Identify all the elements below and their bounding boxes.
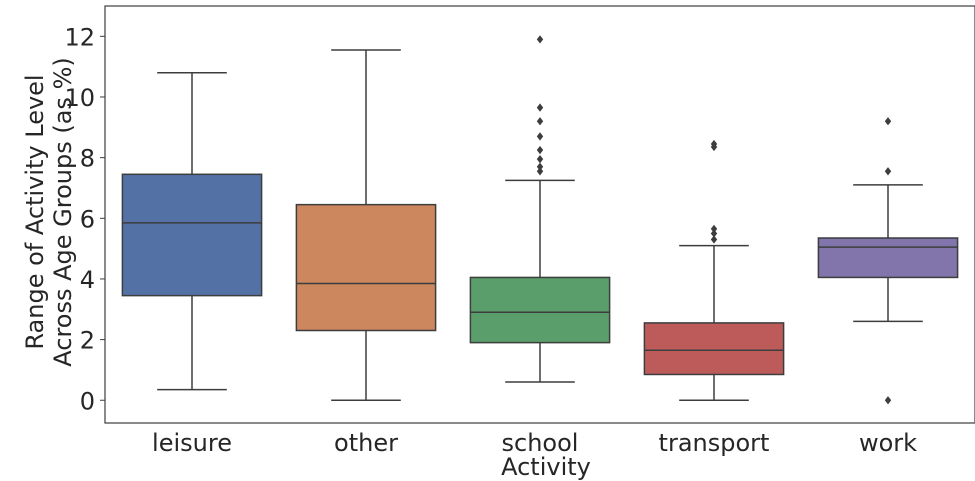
x-tick-label: leisure: [152, 429, 232, 457]
x-tick-label: transport: [659, 429, 770, 457]
box-other: [295, 49, 437, 402]
y-axis-label-line-1: Range of Activity Level: [21, 74, 49, 349]
box-school: [469, 35, 611, 383]
y-tick-label: 2: [80, 327, 95, 355]
y-axis-label-line-2: Across Age Groups (as %): [49, 57, 77, 366]
iqr-box: [121, 173, 263, 297]
x-tick-label: school: [502, 429, 579, 457]
outlier-point: [710, 229, 718, 238]
outlier-point: [536, 145, 544, 155]
box-leisure: [121, 71, 263, 391]
outlier-point: [536, 132, 544, 141]
outlier-point: [710, 224, 718, 234]
plot-frame: [104, 5, 975, 424]
outlier-point: [884, 167, 892, 176]
outlier-point: [536, 162, 544, 171]
box-work: [817, 117, 959, 405]
outlier-point: [536, 103, 544, 112]
x-axis: leisure other school transport work: [152, 429, 917, 457]
y-tick-label: 10: [64, 84, 95, 112]
outlier-point: [536, 154, 544, 164]
iqr-box: [817, 237, 959, 279]
plot-area: [104, 5, 975, 424]
outlier-point: [536, 167, 544, 176]
box-transport: [643, 139, 785, 402]
outlier-point: [710, 235, 718, 244]
y-tick-label: 4: [80, 266, 95, 294]
y-axis: 0 2 4 6 8 10 12: [64, 23, 105, 415]
y-tick-label: 6: [80, 205, 95, 233]
x-axis-label: Activity: [501, 453, 591, 481]
y-tick-label: 12: [64, 23, 95, 51]
iqr-box: [643, 322, 785, 376]
y-tick-label: 8: [80, 145, 95, 173]
y-tick-label: 0: [80, 387, 95, 415]
iqr-box: [469, 276, 611, 344]
outlier-point: [884, 396, 892, 405]
iqr-box: [295, 203, 437, 332]
outlier-point: [710, 139, 718, 149]
x-tick-label: work: [859, 429, 917, 457]
outlier-point: [884, 117, 892, 126]
x-tick-label: other: [334, 429, 398, 457]
outlier-point: [536, 117, 544, 126]
outlier-point: [536, 35, 544, 44]
